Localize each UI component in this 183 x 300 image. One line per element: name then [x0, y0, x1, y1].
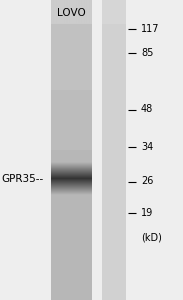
Text: LOVO: LOVO [57, 8, 86, 17]
Text: 34: 34 [141, 142, 153, 152]
Text: 117: 117 [141, 23, 159, 34]
Text: 26: 26 [141, 176, 153, 187]
Text: 19: 19 [141, 208, 153, 218]
Text: GPR35--: GPR35-- [2, 173, 44, 184]
Text: 48: 48 [141, 104, 153, 115]
Text: (kD): (kD) [141, 232, 162, 242]
Text: 85: 85 [141, 47, 153, 58]
